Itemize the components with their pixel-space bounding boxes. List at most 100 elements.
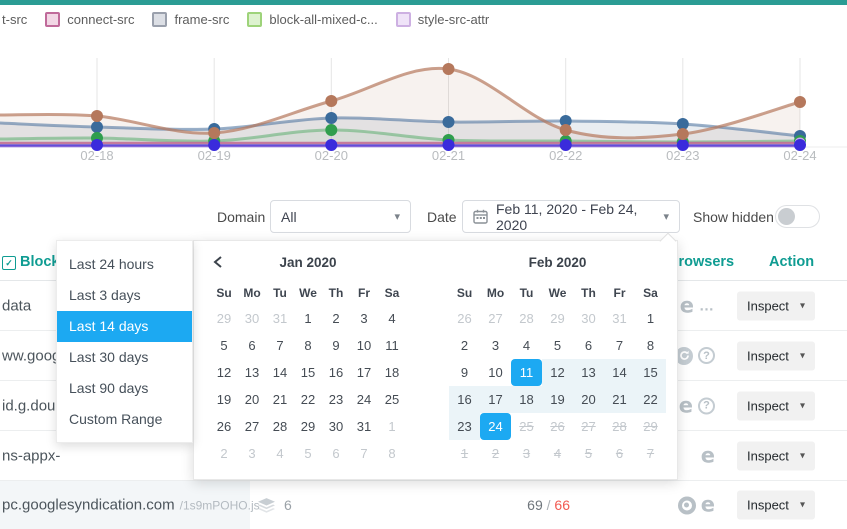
daterange-preset-option[interactable]: Custom Range xyxy=(69,411,163,427)
calendar-day[interactable]: 17 xyxy=(356,365,372,380)
calendar-day[interactable]: 23 xyxy=(449,413,480,440)
calendar-day[interactable]: 31 xyxy=(356,419,372,434)
calendar-day[interactable]: 31 xyxy=(612,311,627,326)
calendar-day[interactable]: 30 xyxy=(581,311,596,326)
calendar-day[interactable]: 11 xyxy=(511,359,542,386)
calendar-day[interactable]: 8 xyxy=(304,338,312,353)
calendar-day[interactable]: 5 xyxy=(220,338,228,353)
inspect-button[interactable]: Inspect ▾ xyxy=(737,341,815,370)
calendar-day[interactable]: 13 xyxy=(573,359,604,386)
inspect-button[interactable]: Inspect ▾ xyxy=(737,441,815,470)
calendar-day[interactable]: 29 xyxy=(550,311,565,326)
calendar-day[interactable]: 1 xyxy=(460,446,469,461)
calendar-day[interactable]: 27 xyxy=(488,311,503,326)
calendar-day[interactable]: 7 xyxy=(615,338,624,353)
calendar-day[interactable]: 18 xyxy=(384,365,400,380)
calendar-day[interactable]: 3 xyxy=(522,446,531,461)
calendar-day[interactable]: 2 xyxy=(460,338,469,353)
calendar-day[interactable]: 2 xyxy=(332,311,340,326)
prev-month-icon[interactable] xyxy=(212,254,228,270)
daterange-preset-option[interactable]: Last 24 hours xyxy=(69,256,154,272)
calendar-day[interactable]: 7 xyxy=(360,446,368,461)
calendar-day[interactable]: 19 xyxy=(216,392,232,407)
calendar-day[interactable]: 11 xyxy=(385,338,399,353)
calendar-day[interactable]: 6 xyxy=(615,446,624,461)
calendar-day[interactable]: 26 xyxy=(457,311,472,326)
inspect-button[interactable]: Inspect ▾ xyxy=(737,490,815,520)
calendar-day[interactable]: 28 xyxy=(272,419,288,434)
calendar-day[interactable]: 27 xyxy=(581,419,596,434)
calendar-day[interactable]: 23 xyxy=(328,392,344,407)
checkbox-icon[interactable]: ✓ xyxy=(2,256,16,270)
calendar-day[interactable]: 7 xyxy=(646,446,655,461)
calendar-day[interactable]: 13 xyxy=(244,365,260,380)
calendar-day[interactable]: 29 xyxy=(216,311,232,326)
calendar-day[interactable]: 27 xyxy=(244,419,260,434)
calendar-day[interactable]: 3 xyxy=(360,311,368,326)
calendar-day[interactable]: 29 xyxy=(643,419,658,434)
calendar-day[interactable]: 9 xyxy=(332,338,340,353)
date-range-select[interactable]: Feb 11, 2020 - Feb 24, 2020 ▾ xyxy=(462,200,680,233)
calendar-day[interactable]: 24 xyxy=(356,392,372,407)
calendar-day[interactable]: 20 xyxy=(244,392,260,407)
calendar-day[interactable]: 16 xyxy=(449,386,480,413)
calendar-day[interactable]: 4 xyxy=(553,446,562,461)
daterange-preset-option[interactable]: Last 3 days xyxy=(69,287,141,303)
calendar-day[interactable]: 1 xyxy=(304,311,312,326)
calendar-day[interactable]: 6 xyxy=(248,338,256,353)
calendar-day[interactable]: 30 xyxy=(328,419,344,434)
legend-item[interactable]: block-all-mixed-c... xyxy=(247,12,378,27)
calendar-day[interactable]: 24 xyxy=(480,413,511,440)
calendar-day[interactable]: 4 xyxy=(276,446,284,461)
calendar-day[interactable]: 21 xyxy=(272,392,288,407)
legend-item[interactable]: style-src-attr xyxy=(395,12,489,27)
calendar-day[interactable]: 6 xyxy=(332,446,340,461)
calendar-day[interactable]: 31 xyxy=(272,311,288,326)
calendar-day[interactable]: 18 xyxy=(511,386,542,413)
calendar-day[interactable]: 16 xyxy=(328,365,344,380)
calendar-day[interactable]: 15 xyxy=(635,359,666,386)
calendar-day[interactable]: 5 xyxy=(304,446,312,461)
show-hidden-toggle[interactable] xyxy=(775,205,820,228)
inspect-button[interactable]: Inspect ▾ xyxy=(737,391,815,420)
calendar-day[interactable]: 10 xyxy=(488,365,503,380)
calendar-day[interactable]: 14 xyxy=(604,359,635,386)
domain-select[interactable]: All ▾ xyxy=(270,200,411,233)
calendar-day[interactable]: 26 xyxy=(550,419,565,434)
calendar-day[interactable]: 9 xyxy=(460,365,469,380)
calendar-day[interactable]: 12 xyxy=(216,365,232,380)
calendar-day[interactable]: 25 xyxy=(519,419,534,434)
calendar-day[interactable]: 2 xyxy=(220,446,228,461)
calendar-day[interactable]: 7 xyxy=(276,338,284,353)
daterange-preset-option[interactable]: Last 14 days xyxy=(57,311,192,342)
calendar-day[interactable]: 10 xyxy=(356,338,372,353)
calendar-day[interactable]: 6 xyxy=(584,338,593,353)
daterange-preset-option[interactable]: Last 90 days xyxy=(69,380,149,396)
calendar-day[interactable]: 8 xyxy=(388,446,396,461)
legend-item[interactable]: t-src xyxy=(2,12,27,27)
legend-item[interactable]: frame-src xyxy=(152,12,229,27)
calendar-day[interactable]: 12 xyxy=(542,359,573,386)
calendar-day[interactable]: 17 xyxy=(480,386,511,413)
calendar-day[interactable]: 21 xyxy=(604,386,635,413)
calendar-day[interactable]: 25 xyxy=(384,392,400,407)
calendar-day[interactable]: 1 xyxy=(646,311,655,326)
calendar-day[interactable]: 20 xyxy=(573,386,604,413)
calendar-day[interactable]: 4 xyxy=(522,338,531,353)
calendar-day[interactable]: 14 xyxy=(272,365,288,380)
calendar-day[interactable]: 22 xyxy=(635,386,666,413)
calendar-day[interactable]: 5 xyxy=(553,338,562,353)
calendar-day[interactable]: 22 xyxy=(300,392,316,407)
calendar-day[interactable]: 28 xyxy=(612,419,627,434)
calendar-day[interactable]: 30 xyxy=(244,311,260,326)
calendar-day[interactable]: 19 xyxy=(542,386,573,413)
calendar-day[interactable]: 3 xyxy=(491,338,500,353)
calendar-day[interactable]: 29 xyxy=(300,419,316,434)
calendar-day[interactable]: 2 xyxy=(491,446,500,461)
calendar-day[interactable]: 4 xyxy=(388,311,396,326)
daterange-preset-option[interactable]: Last 30 days xyxy=(69,349,149,365)
calendar-day[interactable]: 15 xyxy=(300,365,316,380)
calendar-day[interactable]: 26 xyxy=(216,419,232,434)
calendar-day[interactable]: 28 xyxy=(519,311,534,326)
calendar-day[interactable]: 8 xyxy=(646,338,655,353)
